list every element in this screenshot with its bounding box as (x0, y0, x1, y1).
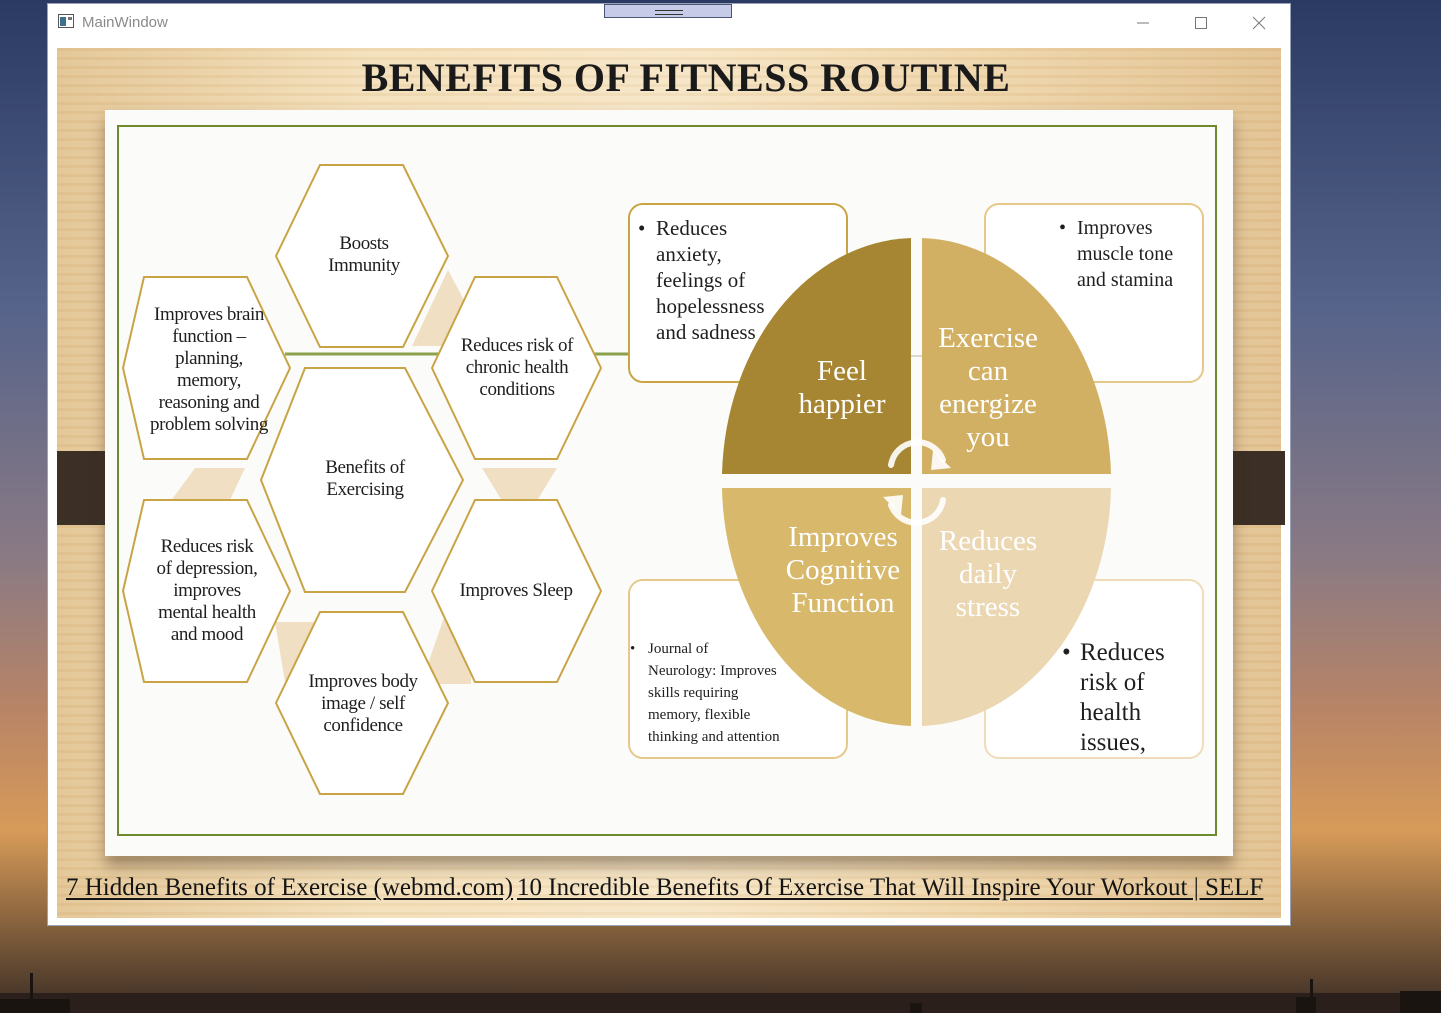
cycle-arrow-bottom-icon (888, 497, 946, 526)
reference-link-webmd[interactable]: 7 Hidden Benefits of Exercise (webmd.com… (66, 874, 514, 901)
maximize-icon (1195, 17, 1207, 29)
hex-chronic (430, 276, 603, 460)
hex-sleep (430, 499, 603, 683)
minimize-button[interactable] (1120, 10, 1166, 36)
content-canvas: BENEFITS OF FITNESS ROUTINE (57, 48, 1285, 918)
quadrant-top-right (922, 238, 1111, 474)
slide-frame (117, 125, 1217, 836)
reference-link-self[interactable]: 10 Incredible Benefits Of Exercise That … (517, 874, 1264, 901)
window-title: MainWindow (82, 14, 168, 31)
box-health-text: Reduces risk of health issues, (1062, 638, 1200, 758)
hex-center (259, 367, 465, 593)
hex-brain-label: Improves brain function – planning, memo… (149, 304, 269, 435)
drag-handle[interactable] (604, 4, 732, 18)
quadrant-top-right-label: Exercise can energize you (938, 322, 1038, 453)
hex-depression (121, 499, 292, 683)
hex-body-image-label: Improves body image / self confidence (308, 671, 418, 736)
app-icon (58, 14, 74, 28)
hex-chronic-label: Reduces risk of chronic health condition… (460, 335, 574, 400)
box-muscle-text: Improves muscle tone and stamina (1059, 215, 1189, 293)
quadrant-bottom-right (922, 488, 1111, 726)
quadrant-top-left-label: Feel happier (798, 355, 886, 420)
hex-body-image (274, 611, 450, 795)
close-icon (1252, 16, 1266, 30)
page-title: BENEFITS OF FITNESS ROUTINE (361, 55, 1011, 100)
hex-connector (170, 468, 245, 502)
cycle-arrow-top-icon (888, 439, 946, 468)
maximize-button[interactable] (1178, 10, 1224, 36)
quadrant-bottom-left (722, 488, 911, 726)
hex-depression-label: Reduces risk of depression, improves men… (156, 536, 258, 645)
desktop-skyline (0, 973, 1441, 1013)
box-neurology-text: Journal of Neurology: Improves skills re… (630, 638, 780, 748)
cycle-arrowhead-top-icon (931, 450, 951, 470)
minimize-icon (1137, 22, 1149, 24)
hex-immunity-label: Boosts Immunity (328, 233, 400, 276)
title-bar[interactable]: MainWindow (48, 4, 1290, 42)
close-button[interactable] (1236, 10, 1282, 36)
hex-brain (121, 276, 292, 460)
hex-sleep-label: Improves Sleep (459, 580, 573, 601)
hex-connector (482, 468, 557, 504)
quadrant-top-left (722, 238, 911, 474)
quadrant-bottom-left-label: Improves Cognitive Function (785, 520, 901, 619)
cycle-arrowhead-bottom-icon (883, 495, 903, 515)
box-anxiety-text: Reduces anxiety, feelings of hopelessnes… (638, 215, 774, 345)
infographic-slide: Boosts Immunity Reduces risk of chronic … (105, 110, 1233, 856)
main-window: MainWindow BENEFITS OF FITNESS ROUTINE (48, 4, 1290, 925)
quadrant-bottom-right-label: Reduces daily stress (938, 524, 1038, 623)
hex-center-label: Benefits of Exercising (325, 457, 405, 500)
hex-immunity (274, 164, 450, 348)
